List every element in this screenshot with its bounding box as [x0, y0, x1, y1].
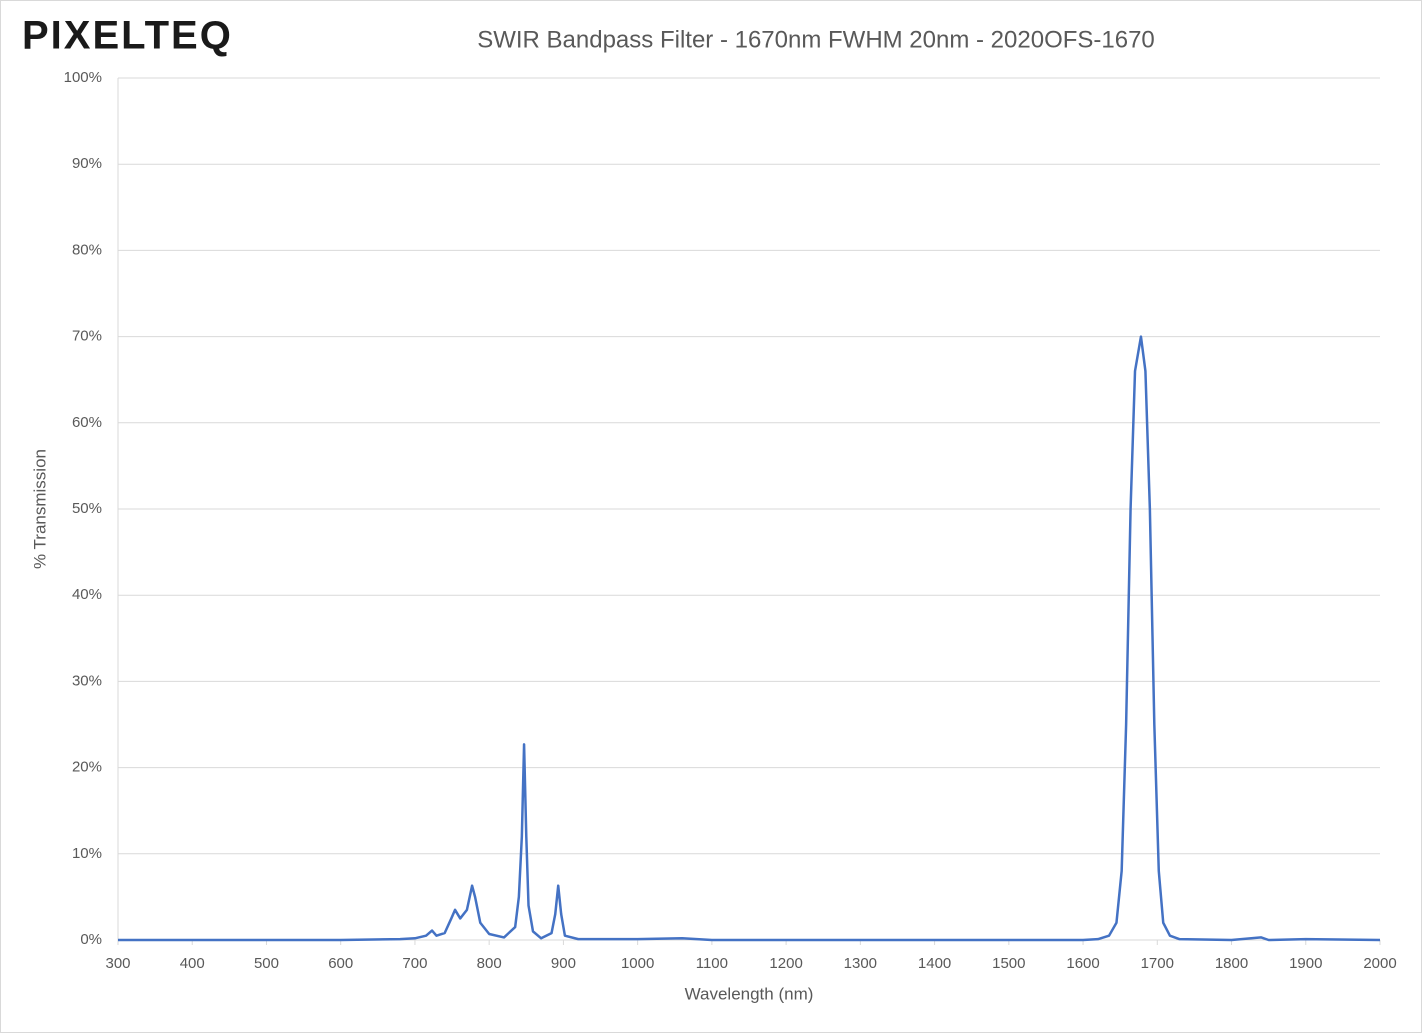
- y-tick-label: 100%: [64, 69, 102, 86]
- x-tick-label: 1000: [621, 955, 654, 972]
- y-tick-label: 80%: [72, 241, 102, 258]
- x-tick-label: 1300: [844, 955, 877, 972]
- y-tick-label: 60%: [72, 414, 102, 431]
- x-tick-label: 300: [105, 955, 130, 972]
- y-tick-label: 40%: [72, 586, 102, 603]
- y-tick-label: 90%: [72, 155, 102, 172]
- logo: PIXELTEQ: [22, 14, 233, 58]
- x-tick-label: 1700: [1141, 955, 1174, 972]
- x-tick-label: 1900: [1289, 955, 1322, 972]
- x-tick-label: 1200: [769, 955, 802, 972]
- x-tick-label: 800: [477, 955, 502, 972]
- x-tick-label: 500: [254, 955, 279, 972]
- y-tick-label: 10%: [72, 845, 102, 862]
- y-tick-label: 30%: [72, 672, 102, 689]
- y-tick-label: 20%: [72, 759, 102, 776]
- x-tick-label: 1800: [1215, 955, 1248, 972]
- data-line: [118, 335, 1381, 942]
- chart-title: SWIR Bandpass Filter - 1670nm FWHM 20nm …: [477, 26, 1155, 53]
- x-tick-label: 1500: [992, 955, 1025, 972]
- y-axis-label: % Transmission: [30, 449, 49, 569]
- y-tick-label: 0%: [80, 931, 102, 948]
- x-tick-label: 600: [328, 955, 353, 972]
- x-tick-label: 2000: [1363, 955, 1396, 972]
- y-tick-label: 50%: [72, 500, 102, 517]
- x-tick-label: 1100: [696, 955, 728, 972]
- x-axis-label: Wavelength (nm): [685, 984, 814, 1003]
- x-tick-label: 1600: [1066, 955, 1099, 972]
- x-tick-label: 700: [402, 955, 427, 972]
- y-tick-label: 70%: [72, 328, 102, 345]
- x-tick-label: 1400: [918, 955, 951, 972]
- x-tick-label: 400: [180, 955, 205, 972]
- x-tick-label: 900: [551, 955, 576, 972]
